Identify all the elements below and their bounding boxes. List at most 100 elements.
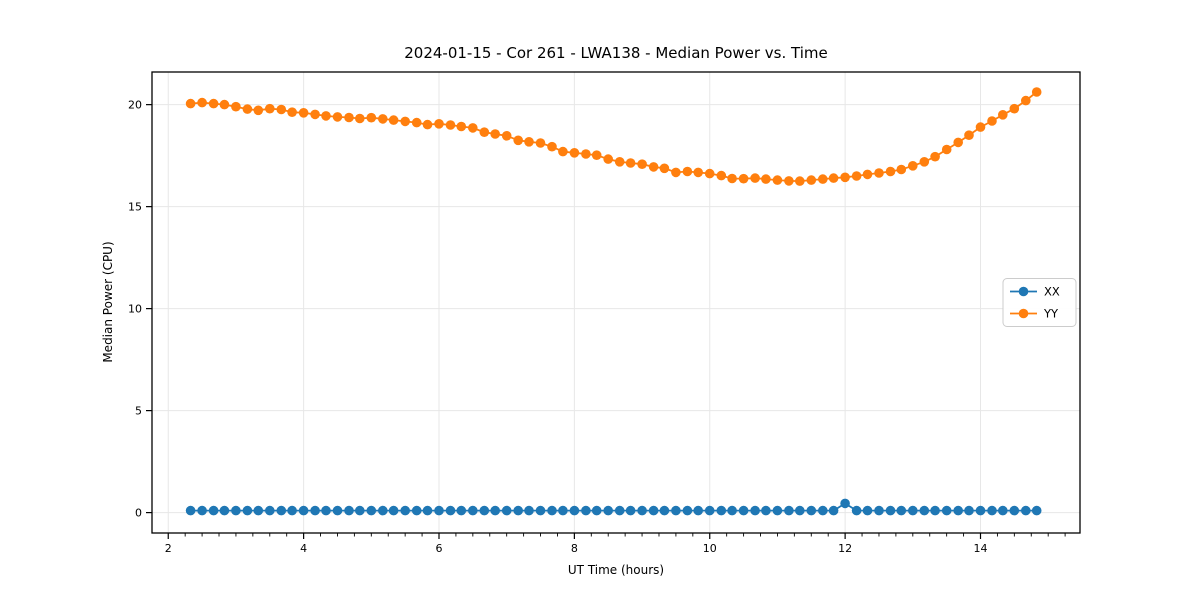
series-marker-xx — [761, 505, 771, 516]
legend[interactable]: XX YY — [1002, 278, 1077, 327]
series-marker-yy — [231, 101, 241, 112]
series-marker-yy — [885, 166, 896, 177]
series-marker-xx — [558, 505, 568, 516]
series-marker-yy — [806, 175, 817, 185]
series-marker-xx — [682, 505, 693, 516]
series-marker-xx — [242, 505, 253, 516]
series-marker-xx — [784, 505, 794, 516]
series-marker-yy — [422, 119, 433, 130]
series-marker-yy — [637, 159, 647, 169]
series-marker-yy — [818, 174, 828, 184]
x-tick-label: 10 — [703, 542, 717, 555]
y-tick-label: 5 — [135, 405, 142, 418]
legend-item-xx[interactable]: XX — [1010, 285, 1060, 299]
series-marker-xx — [547, 505, 557, 516]
series-marker-yy — [197, 97, 207, 108]
series-marker-xx — [219, 505, 230, 516]
series-marker-xx — [422, 505, 433, 516]
series-marker-yy — [659, 163, 670, 174]
series-marker-xx — [851, 505, 862, 516]
series-marker-xx — [231, 505, 241, 516]
series-marker-xx — [828, 505, 839, 516]
series-marker-yy — [591, 150, 602, 160]
series-marker-xx — [468, 505, 478, 516]
series-marker-yy — [648, 162, 659, 172]
series-marker-yy — [750, 173, 760, 183]
legend-marker-sample — [1018, 308, 1029, 319]
series-marker-xx — [750, 505, 760, 516]
series-marker-yy — [998, 110, 1008, 120]
series-marker-xx — [930, 505, 940, 516]
series-marker-xx — [456, 505, 467, 516]
series-marker-yy — [219, 99, 230, 110]
series-marker-xx — [727, 505, 737, 516]
series-marker-yy — [344, 112, 354, 123]
series-marker-xx — [716, 505, 727, 516]
series-marker-xx — [411, 505, 422, 516]
series-marker-yy — [953, 137, 963, 148]
x-tick-label: 6 — [435, 542, 442, 555]
series-marker-yy — [908, 161, 918, 171]
series-marker-xx — [479, 505, 490, 516]
series-marker-xx — [625, 505, 636, 516]
series-marker-yy — [479, 127, 490, 137]
series-marker-yy — [388, 115, 399, 125]
series-marker-xx — [445, 505, 456, 516]
series-marker-yy — [569, 148, 580, 158]
series-marker-yy — [366, 112, 377, 123]
y-tick-label: 0 — [135, 507, 142, 520]
series-marker-xx — [400, 505, 411, 516]
series-marker-xx — [874, 505, 884, 516]
legend-box — [1002, 278, 1077, 327]
series-marker-yy — [558, 146, 568, 157]
series-marker-xx — [524, 505, 534, 516]
series-marker-yy — [930, 151, 940, 162]
x-tick-label: 14 — [973, 542, 987, 555]
series-marker-xx — [434, 505, 444, 516]
series-marker-yy — [671, 167, 681, 178]
series-marker-xx — [941, 505, 952, 516]
series-marker-yy — [874, 168, 884, 178]
series-marker-yy — [727, 173, 737, 184]
series-line-xx — [190, 502, 1037, 512]
series-marker-xx — [344, 505, 354, 516]
series-marker-xx — [490, 505, 501, 516]
legend-marker-sample — [1018, 286, 1029, 297]
series-marker-xx — [603, 505, 613, 516]
series-marker-xx — [265, 505, 275, 516]
series-marker-yy — [784, 176, 794, 186]
series-marker-xx — [1009, 505, 1020, 516]
series-marker-xx — [998, 505, 1008, 516]
series-marker-xx — [614, 505, 625, 516]
series-marker-xx — [366, 505, 377, 516]
plot-border — [151, 71, 1081, 534]
series-marker-xx — [513, 505, 523, 516]
series-marker-xx — [818, 505, 828, 516]
series-marker-xx — [738, 505, 749, 516]
data-series — [185, 87, 1042, 516]
series-marker-yy — [1021, 95, 1031, 106]
legend-item-yy[interactable]: YY — [1010, 307, 1059, 321]
series-marker-xx — [896, 505, 907, 516]
series-line-yy — [190, 91, 1038, 183]
series-marker-xx — [919, 505, 930, 516]
series-marker-xx — [355, 505, 365, 516]
series-marker-xx — [704, 505, 715, 516]
series-yy — [185, 87, 1042, 186]
series-marker-yy — [310, 109, 320, 120]
series-marker-xx — [332, 505, 343, 516]
series-marker-yy — [828, 173, 839, 183]
series-marker-xx — [671, 505, 681, 516]
chart-title: 2024-01-15 - Cor 261 - LWA138 - Median P… — [404, 44, 828, 62]
series-marker-yy — [400, 116, 411, 127]
series-marker-xx — [862, 505, 873, 516]
series-marker-yy — [298, 108, 309, 118]
y-tick-label: 15 — [128, 201, 142, 214]
series-marker-xx — [987, 505, 997, 516]
series-marker-xx — [806, 505, 817, 516]
series-marker-yy — [456, 121, 467, 132]
x-axis-label: UT Time (hours) — [568, 563, 664, 577]
series-marker-yy — [840, 172, 850, 183]
series-marker-xx — [964, 505, 974, 516]
